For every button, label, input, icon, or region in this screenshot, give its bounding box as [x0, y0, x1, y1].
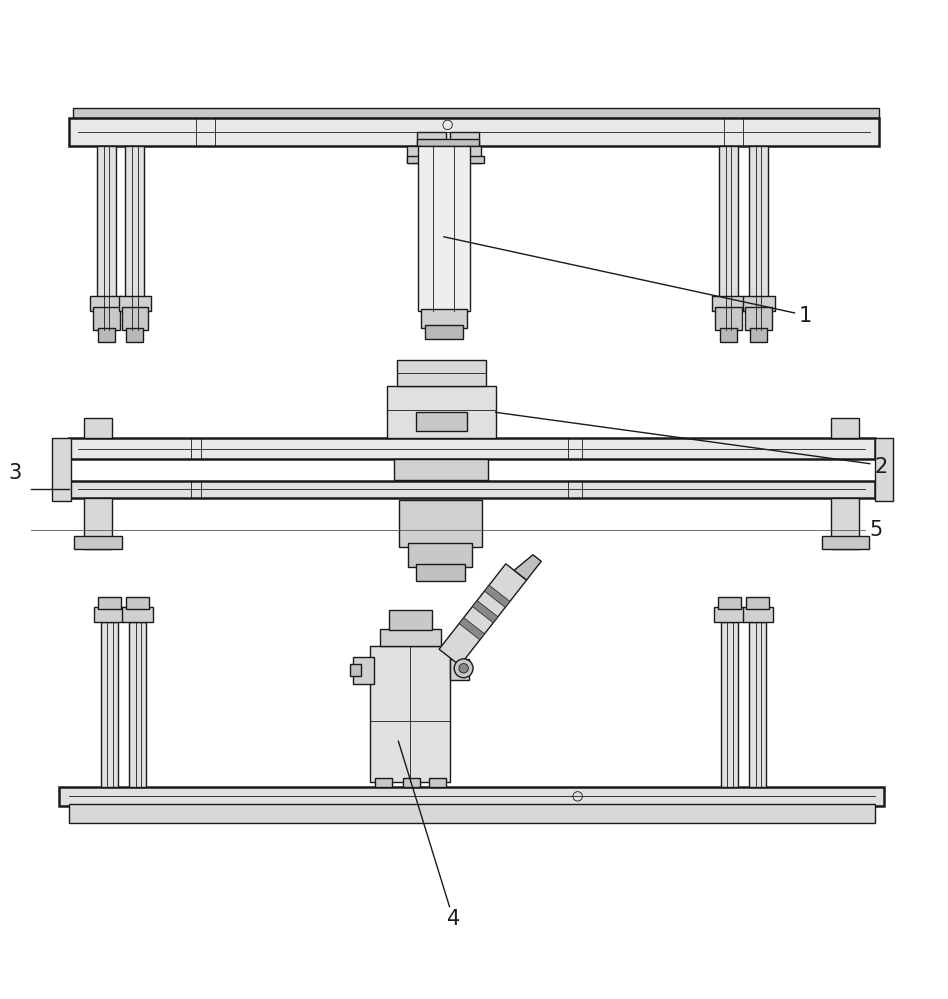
- Bar: [69, 481, 875, 498]
- Bar: [720, 622, 738, 787]
- Bar: [122, 607, 153, 622]
- Bar: [450, 659, 469, 679]
- Bar: [749, 622, 766, 787]
- Polygon shape: [439, 563, 526, 665]
- Bar: [720, 328, 737, 342]
- Bar: [129, 622, 146, 787]
- Bar: [93, 308, 119, 330]
- Bar: [126, 596, 149, 608]
- Bar: [719, 146, 738, 330]
- Bar: [118, 296, 151, 311]
- Bar: [371, 645, 450, 782]
- Bar: [718, 596, 740, 608]
- Bar: [403, 777, 420, 787]
- Bar: [713, 296, 744, 311]
- Bar: [418, 146, 470, 311]
- Bar: [425, 325, 464, 340]
- Bar: [396, 360, 486, 387]
- Bar: [750, 328, 767, 342]
- Text: 5: 5: [870, 519, 884, 539]
- Circle shape: [454, 659, 473, 677]
- Bar: [121, 308, 148, 330]
- Bar: [125, 146, 144, 330]
- Bar: [388, 387, 496, 439]
- Polygon shape: [484, 585, 510, 607]
- Bar: [415, 563, 465, 580]
- Bar: [421, 309, 467, 328]
- Bar: [745, 308, 772, 330]
- Text: 2: 2: [875, 457, 887, 477]
- Bar: [742, 607, 773, 622]
- Bar: [94, 607, 124, 622]
- Bar: [126, 328, 143, 342]
- Bar: [715, 607, 744, 622]
- Bar: [354, 657, 374, 684]
- Bar: [90, 296, 122, 311]
- Bar: [408, 542, 472, 567]
- Bar: [98, 596, 120, 608]
- Bar: [831, 498, 860, 549]
- Bar: [83, 498, 112, 549]
- Bar: [393, 459, 488, 480]
- Bar: [746, 596, 769, 608]
- Bar: [73, 108, 879, 118]
- Bar: [390, 609, 431, 630]
- Bar: [749, 146, 768, 330]
- Bar: [69, 439, 875, 459]
- Bar: [52, 439, 71, 501]
- Bar: [60, 787, 884, 806]
- Polygon shape: [459, 617, 484, 639]
- Bar: [417, 139, 479, 146]
- Circle shape: [459, 663, 468, 673]
- Polygon shape: [514, 554, 541, 580]
- Bar: [398, 500, 482, 546]
- Bar: [350, 664, 361, 675]
- Bar: [831, 418, 860, 439]
- Bar: [450, 132, 479, 146]
- Bar: [69, 118, 879, 146]
- Bar: [742, 296, 775, 311]
- Bar: [380, 628, 441, 645]
- Bar: [83, 418, 112, 439]
- Bar: [407, 156, 483, 163]
- Bar: [100, 622, 118, 787]
- Bar: [407, 146, 421, 163]
- Bar: [97, 146, 116, 330]
- Bar: [417, 132, 446, 146]
- Bar: [428, 777, 446, 787]
- Bar: [822, 536, 869, 549]
- Bar: [74, 536, 121, 549]
- Bar: [715, 308, 741, 330]
- Text: 3: 3: [9, 464, 22, 484]
- Bar: [467, 146, 481, 163]
- Bar: [69, 804, 875, 823]
- Bar: [98, 328, 115, 342]
- Text: 4: 4: [447, 909, 460, 929]
- Text: 1: 1: [799, 306, 812, 326]
- Bar: [875, 439, 893, 501]
- Polygon shape: [472, 600, 498, 622]
- Bar: [415, 412, 467, 431]
- Bar: [375, 777, 392, 787]
